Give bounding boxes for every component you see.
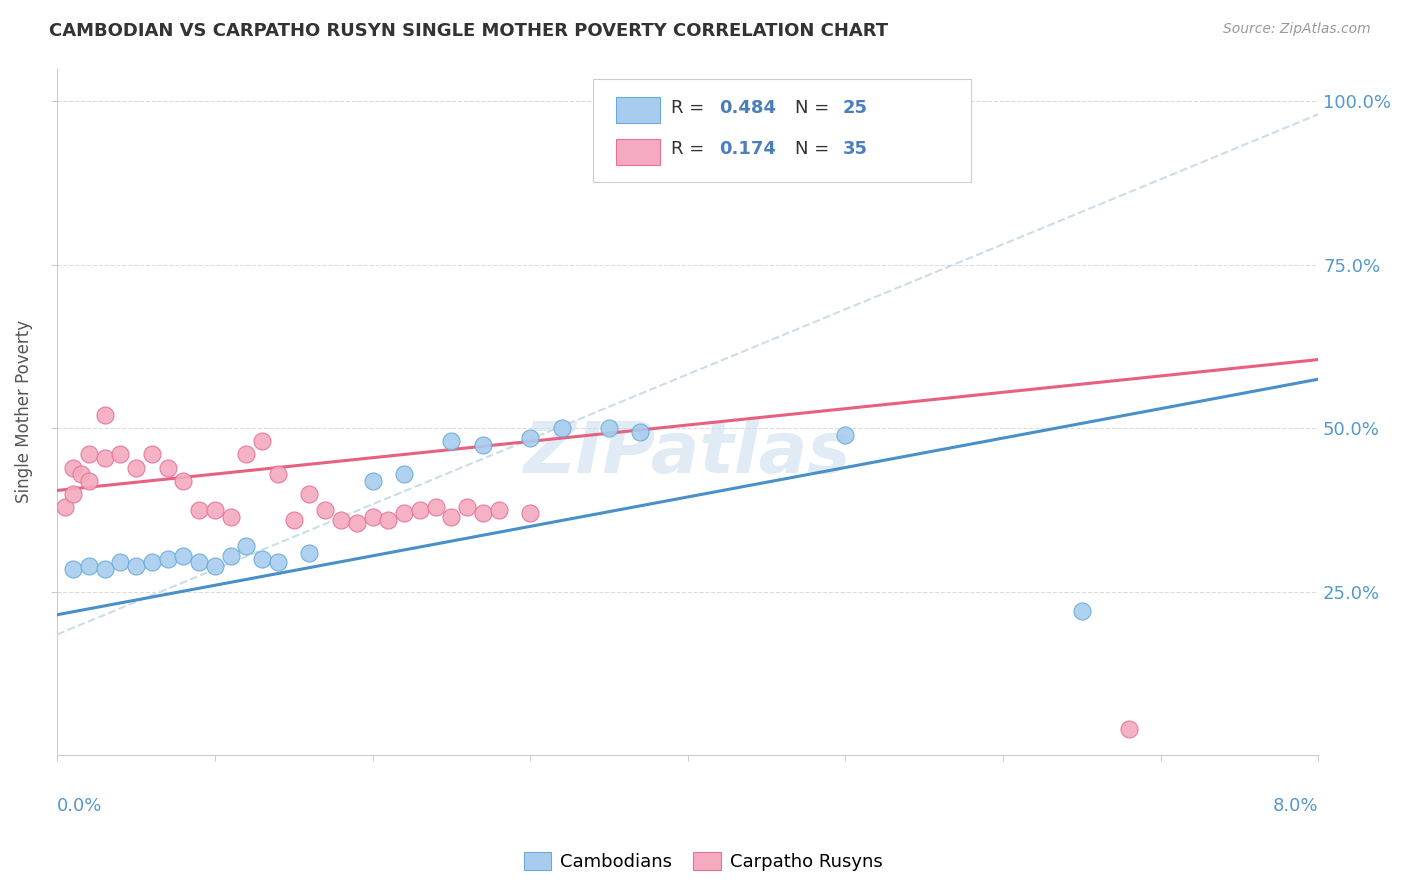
- Point: [188, 555, 211, 569]
- Point: [471, 506, 494, 520]
- Point: [250, 434, 273, 449]
- Point: [156, 460, 179, 475]
- FancyBboxPatch shape: [616, 138, 659, 165]
- Point: [250, 552, 273, 566]
- Point: [471, 437, 494, 451]
- Point: [630, 425, 652, 439]
- Point: [188, 503, 211, 517]
- Legend: Cambodians, Carpatho Rusyns: Cambodians, Carpatho Rusyns: [516, 846, 890, 879]
- Point: [62, 486, 84, 500]
- Point: [141, 447, 163, 461]
- Point: [93, 562, 115, 576]
- Point: [53, 500, 76, 514]
- Text: Source: ZipAtlas.com: Source: ZipAtlas.com: [1223, 22, 1371, 37]
- Point: [392, 467, 415, 481]
- Text: R =: R =: [671, 140, 710, 158]
- Text: CAMBODIAN VS CARPATHO RUSYN SINGLE MOTHER POVERTY CORRELATION CHART: CAMBODIAN VS CARPATHO RUSYN SINGLE MOTHE…: [49, 22, 889, 40]
- Point: [425, 500, 447, 514]
- FancyBboxPatch shape: [593, 78, 972, 182]
- Point: [1118, 722, 1140, 736]
- Point: [235, 447, 257, 461]
- Text: 0.0%: 0.0%: [58, 797, 103, 814]
- Point: [283, 513, 305, 527]
- Point: [110, 447, 132, 461]
- Point: [330, 513, 353, 527]
- FancyBboxPatch shape: [616, 97, 659, 123]
- Point: [267, 555, 290, 569]
- Point: [298, 545, 321, 559]
- Text: 35: 35: [842, 140, 868, 158]
- Text: N =: N =: [794, 140, 835, 158]
- Point: [77, 474, 100, 488]
- Point: [346, 516, 368, 530]
- Point: [110, 555, 132, 569]
- Point: [519, 506, 541, 520]
- Text: 0.484: 0.484: [720, 99, 776, 117]
- Point: [361, 509, 384, 524]
- Point: [62, 562, 84, 576]
- Point: [267, 467, 290, 481]
- Point: [172, 549, 194, 563]
- Point: [834, 427, 856, 442]
- Text: 25: 25: [842, 99, 868, 117]
- Y-axis label: Single Mother Poverty: Single Mother Poverty: [15, 320, 32, 503]
- Point: [141, 555, 163, 569]
- Point: [298, 486, 321, 500]
- Point: [62, 460, 84, 475]
- Point: [93, 408, 115, 422]
- Point: [70, 467, 93, 481]
- Point: [598, 421, 620, 435]
- Point: [392, 506, 415, 520]
- Point: [456, 500, 478, 514]
- Text: 0.174: 0.174: [720, 140, 776, 158]
- Point: [172, 474, 194, 488]
- Point: [1070, 604, 1092, 618]
- Text: ZIPatlas: ZIPatlas: [524, 418, 852, 488]
- Point: [204, 558, 226, 573]
- Point: [409, 503, 432, 517]
- Point: [125, 460, 148, 475]
- Text: N =: N =: [794, 99, 835, 117]
- Point: [77, 558, 100, 573]
- Point: [361, 474, 384, 488]
- Point: [77, 447, 100, 461]
- Point: [219, 549, 242, 563]
- Text: 8.0%: 8.0%: [1272, 797, 1319, 814]
- Text: R =: R =: [671, 99, 710, 117]
- Point: [519, 431, 541, 445]
- Point: [440, 509, 463, 524]
- Point: [488, 503, 510, 517]
- Point: [440, 434, 463, 449]
- Point: [235, 539, 257, 553]
- Point: [377, 513, 399, 527]
- Point: [125, 558, 148, 573]
- Point: [156, 552, 179, 566]
- Point: [204, 503, 226, 517]
- Point: [93, 450, 115, 465]
- Point: [219, 509, 242, 524]
- Point: [550, 421, 572, 435]
- Point: [314, 503, 336, 517]
